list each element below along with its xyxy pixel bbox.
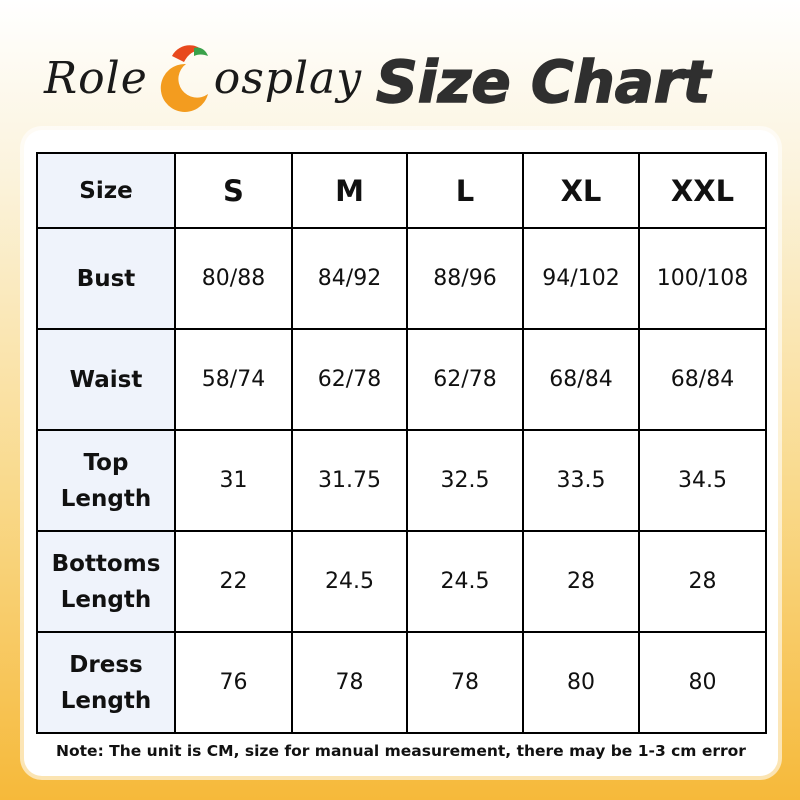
row-label: Bust bbox=[36, 227, 176, 330]
table-row: Bottoms Length 22 24.5 24.5 28 28 bbox=[36, 530, 767, 633]
measurement-cell: 100/108 bbox=[638, 227, 767, 330]
measurement-cell: 34.5 bbox=[638, 429, 767, 532]
size-table: Size S M L XL XXL Bust 80/88 84/92 88/96 94/… bbox=[36, 152, 767, 734]
measurement-cell: 80/88 bbox=[174, 227, 293, 330]
measurement-cell: 84/92 bbox=[291, 227, 408, 330]
measurement-cell: 28 bbox=[638, 530, 767, 633]
measurement-cell: 94/102 bbox=[522, 227, 640, 330]
measurement-cell: 31 bbox=[174, 429, 293, 532]
row-label-line: Top bbox=[83, 449, 129, 476]
size-header-xl: XL bbox=[522, 152, 640, 229]
table-row: Dress Length 76 78 78 80 80 bbox=[36, 631, 767, 734]
measurement-cell: 62/78 bbox=[291, 328, 408, 431]
row-label-line: Length bbox=[60, 485, 152, 512]
measurement-cell: 68/84 bbox=[638, 328, 767, 431]
measurement-cell: 32.5 bbox=[406, 429, 524, 532]
row-label-line: Length bbox=[60, 586, 152, 613]
row-label-line: Length bbox=[60, 687, 152, 714]
header: Role osplay Size Chart bbox=[0, 0, 800, 128]
measurement-cell: 80 bbox=[522, 631, 640, 734]
brand-name-left: Role bbox=[44, 52, 148, 104]
row-label: Waist bbox=[36, 328, 176, 431]
brand-name-right: osplay bbox=[213, 52, 363, 104]
measurement-cell: 24.5 bbox=[291, 530, 408, 633]
row-label: Bottoms Length bbox=[36, 530, 176, 633]
size-header-s: S bbox=[174, 152, 293, 229]
size-header-label: Size bbox=[36, 152, 176, 229]
measurement-cell: 76 bbox=[174, 631, 293, 734]
row-label-line: Bottoms bbox=[51, 550, 161, 577]
row-label-line: Bust bbox=[76, 265, 136, 292]
size-header-m: M bbox=[291, 152, 408, 229]
crescent-logo-icon bbox=[160, 45, 208, 112]
brand-logo: Role osplay bbox=[44, 42, 362, 114]
table-row: Waist 58/74 62/78 62/78 68/84 68/84 bbox=[36, 328, 767, 431]
measurement-cell: 68/84 bbox=[522, 328, 640, 431]
row-label: Top Length bbox=[36, 429, 176, 532]
row-label: Dress Length bbox=[36, 631, 176, 734]
measurement-cell: 28 bbox=[522, 530, 640, 633]
measurement-cell: 22 bbox=[174, 530, 293, 633]
table-body: Size S M L XL XXL Bust 80/88 84/92 88/96 94/… bbox=[36, 152, 767, 734]
measurement-cell: 24.5 bbox=[406, 530, 524, 633]
measurement-cell: 31.75 bbox=[291, 429, 408, 532]
table-row: Top Length 31 31.75 32.5 33.5 34.5 bbox=[36, 429, 767, 532]
measurement-cell: 33.5 bbox=[522, 429, 640, 532]
row-label-line: Waist bbox=[69, 366, 143, 393]
row-label-line: Dress bbox=[69, 651, 143, 678]
size-header-xxl: XXL bbox=[638, 152, 767, 229]
table-row: Bust 80/88 84/92 88/96 94/102 100/108 bbox=[36, 227, 767, 330]
measurement-cell: 80 bbox=[638, 631, 767, 734]
measurement-cell: 88/96 bbox=[406, 227, 524, 330]
measurement-cell: 58/74 bbox=[174, 328, 293, 431]
measurement-cell: 78 bbox=[291, 631, 408, 734]
page-title: Size Chart bbox=[375, 47, 711, 117]
measurement-note: Note: The unit is CM, size for manual me… bbox=[56, 742, 746, 760]
measurement-cell: 62/78 bbox=[406, 328, 524, 431]
measurement-cell: 78 bbox=[406, 631, 524, 734]
size-header-l: L bbox=[406, 152, 524, 229]
table-header-row: Size S M L XL XXL bbox=[36, 152, 767, 229]
